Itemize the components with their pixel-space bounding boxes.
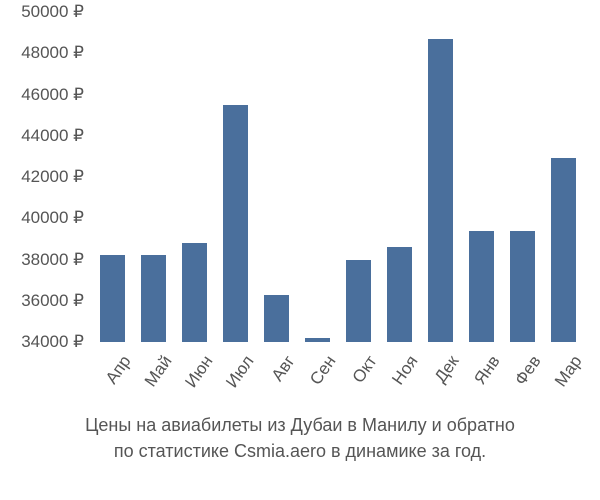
price-chart: 34000 ₽ 36000 ₽ 38000 ₽ 40000 ₽ 42000 ₽ 44000… <box>0 0 600 500</box>
price-bar <box>141 255 166 342</box>
y-tick-label: 40000 ₽ <box>21 208 84 228</box>
price-bar <box>428 39 453 342</box>
y-tick-label: 50000 ₽ <box>21 2 84 22</box>
y-tick-label: 48000 ₽ <box>21 43 84 63</box>
price-bar <box>346 260 371 343</box>
price-bar <box>264 295 289 342</box>
y-tick-label: 34000 ₽ <box>21 332 84 352</box>
chart-caption: Цены на авиабилеты из Дубаи в Манилу и о… <box>0 412 600 464</box>
x-tick-label: Июл <box>222 352 258 392</box>
y-tick-label: 44000 ₽ <box>21 126 84 146</box>
x-tick-label: Фев <box>510 352 544 389</box>
price-bar <box>469 231 494 342</box>
x-tick-label: Ноя <box>388 352 422 389</box>
price-bar <box>305 338 330 342</box>
price-bar <box>223 105 248 342</box>
plot-area: 34000 ₽36000 ₽38000 ₽40000 ₽42000 ₽44000… <box>92 12 584 342</box>
price-bar <box>510 231 535 342</box>
y-tick-label: 36000 ₽ <box>21 291 84 311</box>
x-tick-label: Янв <box>470 352 504 389</box>
x-tick-label: Июн <box>181 352 217 392</box>
x-tick-label: Окт <box>348 352 381 387</box>
y-tick-label: 38000 ₽ <box>21 250 84 270</box>
price-bar <box>387 247 412 342</box>
x-tick-label: Авг <box>267 352 299 385</box>
caption-line-2: по статистике Csmia.aero в динамике за г… <box>114 441 486 461</box>
x-tick-label: Май <box>140 352 175 391</box>
y-tick-label: 46000 ₽ <box>21 85 84 105</box>
price-bar <box>551 158 576 342</box>
caption-line-1: Цены на авиабилеты из Дубаи в Манилу и о… <box>85 415 515 435</box>
x-tick-label: Мар <box>550 352 585 391</box>
x-tick-label: Дек <box>430 352 463 387</box>
x-tick-label: Апр <box>101 352 135 388</box>
y-tick-label: 42000 ₽ <box>21 167 84 187</box>
price-bar <box>100 255 125 342</box>
x-tick-label: Сен <box>306 352 340 389</box>
price-bar <box>182 243 207 342</box>
